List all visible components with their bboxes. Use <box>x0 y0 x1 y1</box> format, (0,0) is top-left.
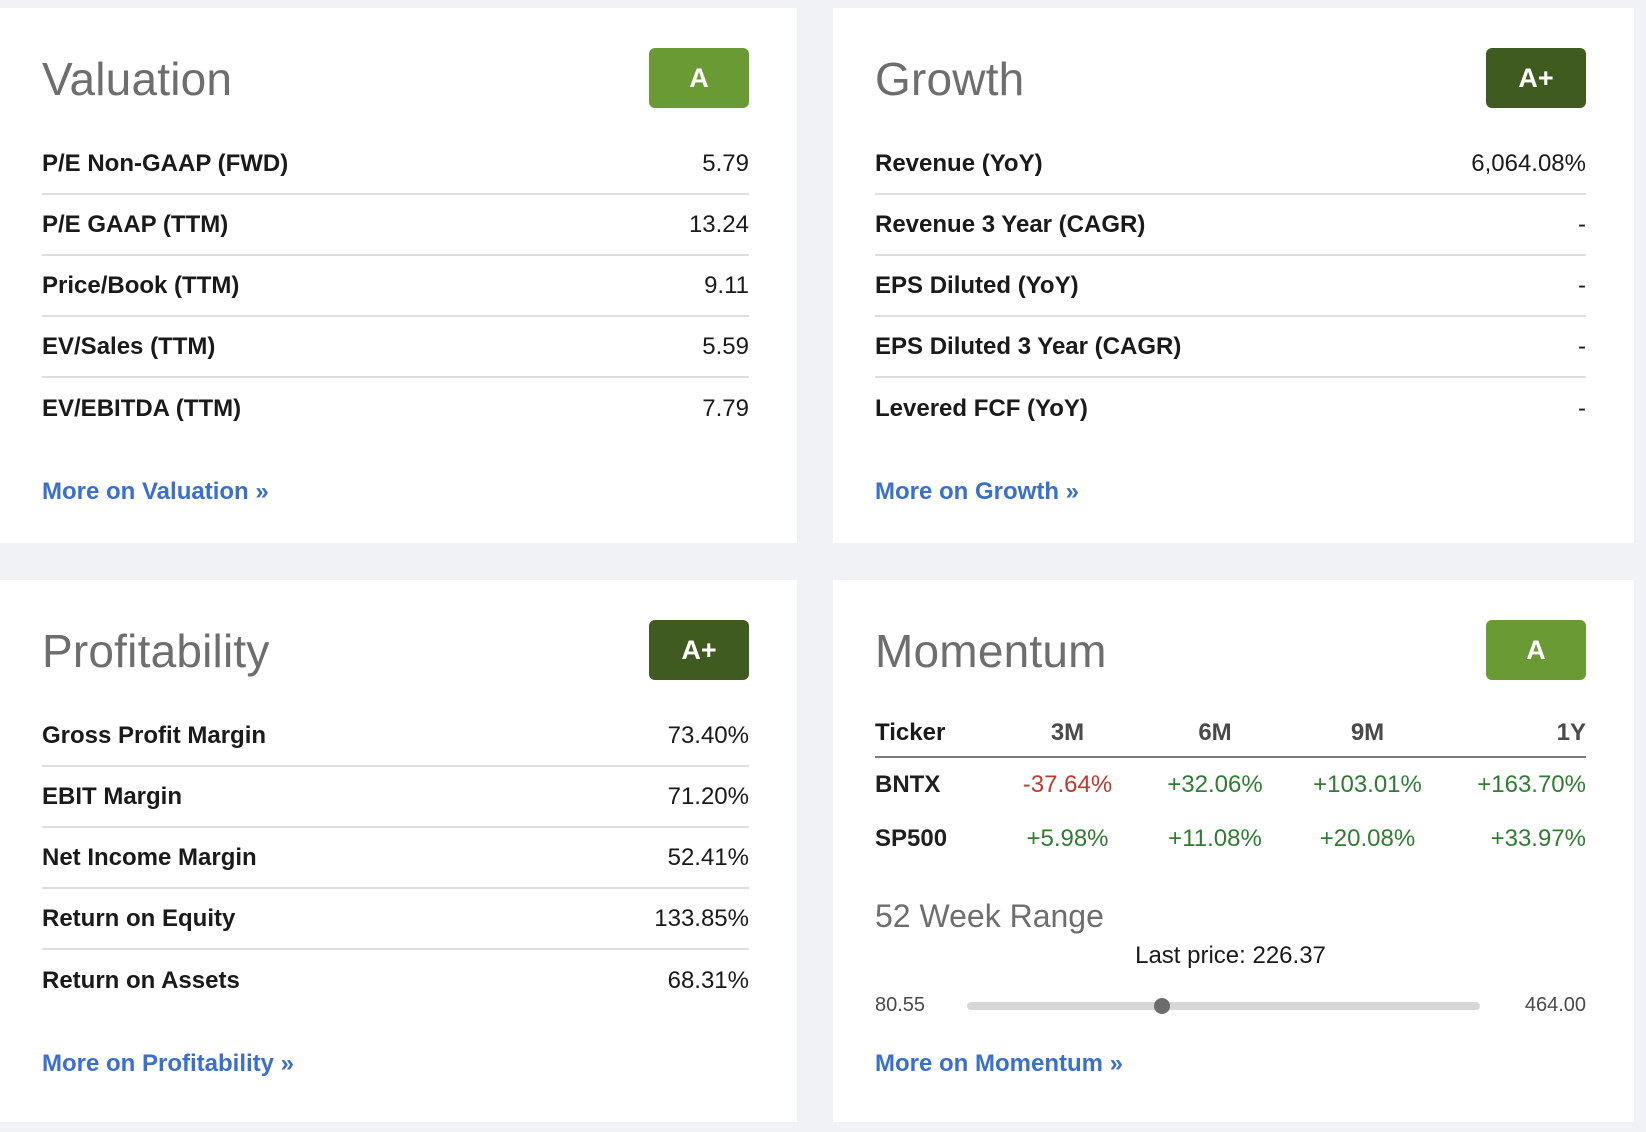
valuation-card: Valuation A P/E Non-GAAP (FWD) 5.79 P/E … <box>0 8 797 543</box>
metric-value: - <box>1578 394 1586 422</box>
return-cell: +5.98% <box>1026 825 1109 852</box>
column-header: 9M <box>1350 719 1385 746</box>
metric-label: Price/Book (TTM) <box>42 271 240 299</box>
return-cell: +20.08% <box>1319 825 1416 852</box>
metric-label: Gross Profit Margin <box>42 721 267 749</box>
metric-label: EV/Sales (TTM) <box>42 332 216 360</box>
ticker-cell: SP500 <box>875 825 948 852</box>
last-price-label: Last price: 226.37 <box>1135 942 1326 969</box>
metric-label: Revenue 3 Year (CAGR) <box>875 210 1146 238</box>
metric-value: - <box>1578 210 1586 238</box>
more-on-momentum-link[interactable]: More on Momentum » <box>875 1050 1124 1077</box>
metric-row: Net Income Margin 52.41% <box>42 828 749 889</box>
week-range-title: 52 Week Range <box>875 898 1104 934</box>
profitability-metrics: Gross Profit Margin 73.40% EBIT Margin 7… <box>42 706 749 1011</box>
momentum-title: Momentum <box>875 625 1107 677</box>
return-cell: +33.97% <box>1490 825 1586 852</box>
return-cell: +11.08% <box>1168 825 1262 852</box>
metric-label: Return on Equity <box>42 904 236 932</box>
momentum-grade-badge: A <box>1486 620 1586 680</box>
momentum-table: Ticker 3M 6M 9M 1Y BNTX -37.64% +32.06% … <box>875 710 1586 866</box>
metric-label: EPS Diluted 3 Year (CAGR) <box>875 332 1182 360</box>
return-cell: +32.06% <box>1167 771 1263 798</box>
metric-value: 5.59 <box>702 332 749 360</box>
table-row: BNTX -37.64% +32.06% +103.01% +163.70% <box>875 758 1586 812</box>
growth-card: Growth A+ Revenue (YoY) 6,064.08% Revenu… <box>833 8 1634 543</box>
valuation-grade-badge: A <box>649 48 749 108</box>
metric-row: EV/EBITDA (TTM) 7.79 <box>42 378 749 439</box>
metric-label: P/E GAAP (TTM) <box>42 210 229 238</box>
more-on-profitability-link[interactable]: More on Profitability » <box>42 1050 295 1077</box>
column-header: 3M <box>1050 719 1085 746</box>
metric-row: Return on Assets 68.31% <box>42 950 749 1011</box>
metric-label: EPS Diluted (YoY) <box>875 271 1079 299</box>
metric-row: EPS Diluted (YoY) - <box>875 256 1586 317</box>
growth-grade-badge: A+ <box>1486 48 1586 108</box>
profitability-grade-badge: A+ <box>649 620 749 680</box>
metric-label: Levered FCF (YoY) <box>875 394 1088 422</box>
profitability-title: Profitability <box>42 625 270 677</box>
metric-value: 133.85% <box>654 904 749 932</box>
ticker-cell: BNTX <box>875 771 941 798</box>
column-header: 6M <box>1198 719 1232 746</box>
week-range-track <box>967 998 1480 1014</box>
growth-metrics: Revenue (YoY) 6,064.08% Revenue 3 Year (… <box>875 134 1586 439</box>
return-cell: -37.64% <box>1022 771 1113 798</box>
metric-label: EBIT Margin <box>42 782 183 810</box>
metric-row: EPS Diluted 3 Year (CAGR) - <box>875 317 1586 378</box>
metric-value: 13.24 <box>688 210 749 238</box>
range-high-value: 464.00 <box>1524 994 1586 1016</box>
column-header: 1Y <box>1556 719 1586 746</box>
return-cell: +163.70% <box>1477 771 1586 798</box>
metric-row: Price/Book (TTM) 9.11 <box>42 256 749 317</box>
metric-label: EV/EBITDA (TTM) <box>42 394 242 422</box>
metric-value: 71.20% <box>667 782 749 810</box>
growth-title: Growth <box>875 53 1025 105</box>
table-row: SP500 +5.98% +11.08% +20.08% +33.97% <box>875 812 1586 866</box>
metric-value: 9.11 <box>704 271 749 299</box>
metric-value: 7.79 <box>702 394 749 422</box>
metric-row: Revenue (YoY) 6,064.08% <box>875 134 1586 195</box>
column-header: Ticker <box>875 719 946 746</box>
metric-value: 73.40% <box>667 721 749 749</box>
metric-label: P/E Non-GAAP (FWD) <box>42 149 289 177</box>
metric-row: Gross Profit Margin 73.40% <box>42 706 749 767</box>
range-low-value: 80.55 <box>875 994 926 1016</box>
metric-row: Return on Equity 133.85% <box>42 889 749 950</box>
metric-value: - <box>1578 271 1586 299</box>
metric-label: Net Income Margin <box>42 843 257 871</box>
metric-label: Revenue (YoY) <box>875 149 1043 177</box>
metric-value: 52.41% <box>667 843 749 871</box>
metric-row: EBIT Margin 71.20% <box>42 767 749 828</box>
return-cell: +103.01% <box>1313 771 1422 798</box>
metric-value: 6,064.08% <box>1471 149 1586 177</box>
more-on-growth-link[interactable]: More on Growth » <box>875 478 1079 505</box>
profitability-card: Profitability A+ Gross Profit Margin 73.… <box>0 580 797 1122</box>
metric-row: P/E Non-GAAP (FWD) 5.79 <box>42 134 749 195</box>
metric-value: 5.79 <box>702 149 749 177</box>
momentum-table-header: Ticker 3M 6M 9M 1Y <box>875 710 1586 758</box>
metric-value: - <box>1578 332 1586 360</box>
more-on-valuation-link[interactable]: More on Valuation » <box>42 478 269 505</box>
last-price-marker <box>1154 998 1171 1014</box>
valuation-title: Valuation <box>42 53 233 105</box>
momentum-card: Momentum A Ticker 3M 6M 9M 1Y BNTX -37.6… <box>833 580 1634 1122</box>
valuation-metrics: P/E Non-GAAP (FWD) 5.79 P/E GAAP (TTM) 1… <box>42 134 749 439</box>
metric-value: 68.31% <box>667 966 749 994</box>
metric-row: Revenue 3 Year (CAGR) - <box>875 195 1586 256</box>
metric-row: EV/Sales (TTM) 5.59 <box>42 317 749 378</box>
metric-label: Return on Assets <box>42 966 240 994</box>
metric-row: Levered FCF (YoY) - <box>875 378 1586 439</box>
metric-row: P/E GAAP (TTM) 13.24 <box>42 195 749 256</box>
